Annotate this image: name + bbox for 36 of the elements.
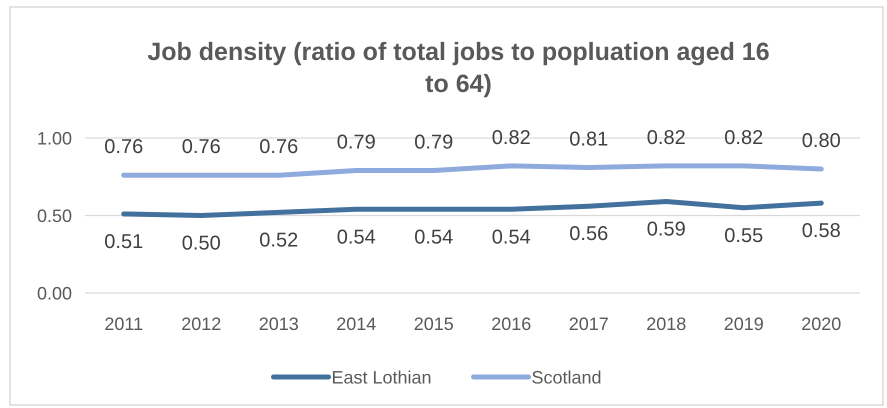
y-tick-label: 0.00 (36, 283, 72, 304)
data-label: 0.82 (492, 126, 531, 149)
x-tick-label: 2018 (646, 314, 686, 334)
data-label: 0.51 (104, 230, 144, 253)
data-label: 0.54 (492, 226, 531, 248)
data-label: 0.59 (646, 218, 686, 241)
x-tick-label: 2016 (491, 314, 532, 334)
data-label: 0.54 (414, 226, 454, 248)
x-tick-label: 2012 (181, 314, 222, 334)
x-tick-label: 2017 (568, 314, 609, 334)
data-label: 0.76 (259, 136, 298, 158)
data-label: 0.76 (182, 136, 221, 158)
data-label: 0.80 (802, 130, 841, 152)
data-label: 0.79 (414, 132, 454, 154)
x-tick-label: 2020 (801, 314, 842, 334)
data-label: 0.54 (336, 226, 376, 248)
x-tick-label: 2013 (258, 314, 299, 334)
data-label: 0.58 (802, 220, 841, 242)
data-label: 0.82 (724, 126, 764, 149)
x-tick-label: 2011 (104, 314, 144, 334)
data-label: 0.55 (724, 224, 764, 247)
data-label: 0.56 (569, 223, 608, 246)
y-tick-label: 1.00 (36, 128, 72, 148)
chart-title: Job density (ratio of total jobs to popluation aged 16 to 64) (147, 38, 770, 98)
legend-label: Scotland (532, 367, 602, 388)
data-label: 0.50 (182, 232, 221, 254)
legend-label: East Lothian (332, 367, 432, 388)
data-label: 0.76 (104, 136, 144, 158)
data-label: 0.81 (569, 128, 608, 150)
x-tick-label: 2019 (724, 314, 764, 334)
y-tick-label: 0.50 (36, 206, 72, 226)
x-tick-label: 2015 (414, 314, 454, 334)
x-tick-label: 2014 (336, 314, 376, 334)
data-label: 0.79 (336, 132, 376, 154)
data-label: 0.82 (646, 126, 686, 149)
data-label: 0.52 (259, 229, 298, 252)
